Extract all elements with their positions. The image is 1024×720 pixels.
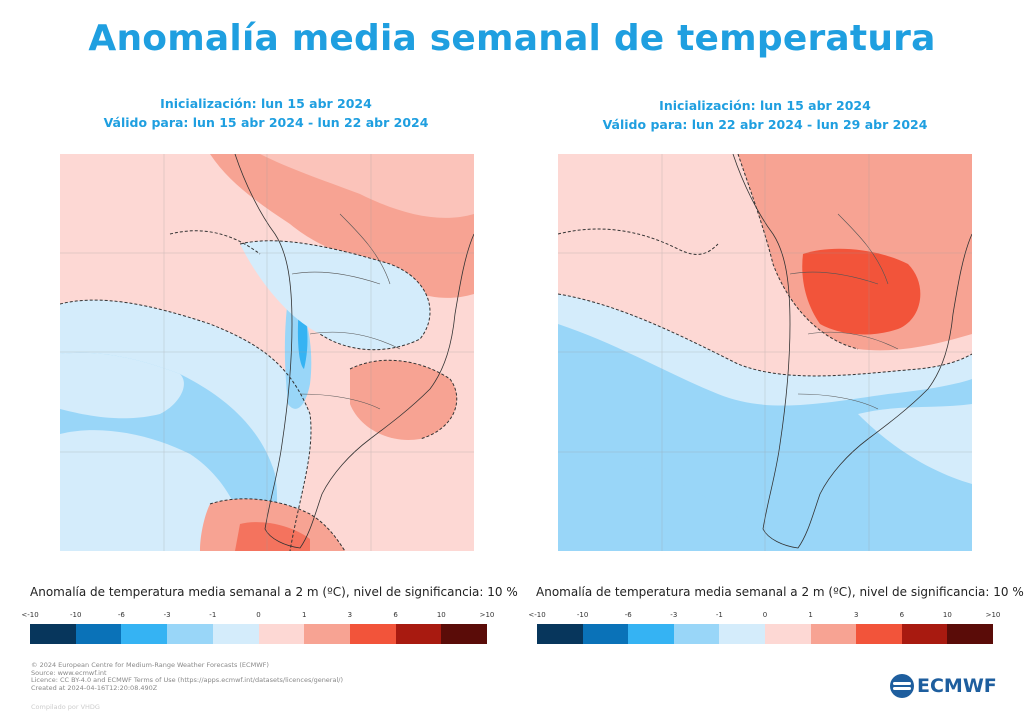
legend-tick-label: 10 [436, 611, 446, 619]
legend-tick-label: -1 [715, 611, 723, 619]
legend-swatch [167, 624, 213, 644]
legend-swatch [30, 624, 76, 644]
compiled-by: Compilado por VHDG [31, 703, 100, 711]
footer-line: © 2024 European Centre for Medium-Range … [31, 661, 269, 669]
legend-tick-label: 0 [762, 611, 768, 619]
legend-tick-label: >10 [985, 611, 1001, 619]
legend-tick-label: 10 [942, 611, 952, 619]
legend-swatch [349, 624, 396, 644]
legend-swatch [212, 624, 259, 644]
legend-swatch [673, 624, 720, 644]
footer-line: Source: www.ecmwf.int [31, 668, 107, 677]
footer-line: Created at 2024-04-16T12:20:08.490Z [31, 683, 158, 692]
panel-1-init: Inicialización: lun 15 abr 2024 [160, 96, 372, 111]
legend-1-labels: <-10 -10 -6 -3 -1 0 1 3 6 10 >10 [21, 611, 494, 623]
legend-2-labels: <-10 -10 -6 -3 -1 0 1 3 6 10 >10 [528, 611, 1000, 623]
legend-swatch [628, 624, 674, 644]
map-week-2-graphic [558, 154, 972, 551]
legend-swatch [304, 624, 350, 644]
legend-tick-label: 3 [853, 611, 859, 619]
ecmwf-logo-icon [890, 674, 914, 698]
page-title: Anomalía media semanal de temperatura [88, 18, 936, 59]
legend-tick-label: -3 [670, 611, 678, 619]
legend-tick-label: >10 [479, 611, 495, 619]
legend-tick-label: -10 [69, 611, 82, 619]
legend-tick-label: 1 [301, 611, 307, 619]
legend-tick-label: -10 [576, 611, 589, 619]
legend-swatch [719, 624, 765, 644]
footer-credits: © 2024 European Centre for Medium-Range … [31, 661, 343, 692]
panel-2-init: Inicialización: lun 15 abr 2024 [659, 98, 871, 113]
legend-tick-label: 0 [256, 611, 261, 619]
legend-tick-label: <-10 [21, 611, 39, 619]
panel-1-header: Inicialización: lun 15 abr 2024 Válido p… [46, 94, 486, 132]
panel-2-valid: Válido para: lun 22 abr 2024 - lun 29 ab… [602, 117, 928, 132]
legend-swatch [810, 624, 857, 644]
panel-2-header: Inicialización: lun 15 abr 2024 Válido p… [545, 96, 985, 134]
map-week-1-graphic [60, 154, 474, 551]
ecmwf-logo: ECMWF [890, 674, 997, 698]
legend-swatch [947, 624, 993, 644]
legend-swatch [901, 624, 948, 644]
legend-tick-label: 6 [899, 611, 905, 619]
map-week-2 [558, 154, 972, 551]
legend-swatch [582, 624, 629, 644]
panel-1-caption: Anomalía de temperatura media semanal a … [30, 585, 518, 599]
legend-tick-label: -3 [163, 611, 171, 619]
legend-swatch [441, 624, 488, 644]
legend-tick-label: 3 [347, 611, 353, 619]
ecmwf-logo-text: ECMWF [917, 675, 997, 697]
legend-swatch [764, 624, 811, 644]
panel-2-caption: Anomalía de temperatura media semanal a … [536, 585, 1024, 599]
footer-line: Licence: CC BY-4.0 and ECMWF Terms of Us… [31, 676, 343, 685]
legend-tick-label: 1 [808, 611, 813, 619]
legend-tick-label: 6 [393, 611, 398, 619]
legend-swatch [395, 624, 442, 644]
map-week-1 [60, 154, 474, 551]
legend-swatch [537, 624, 583, 644]
legend-swatch [75, 624, 122, 644]
legend-tick-label: -6 [117, 611, 125, 619]
legend-tick-label: -1 [209, 611, 217, 619]
legend-2-colorbar [537, 624, 993, 644]
legend-swatch [856, 624, 902, 644]
legend-1-colorbar [30, 624, 488, 644]
legend-swatch [258, 624, 305, 644]
legend-swatch [121, 624, 168, 644]
legend-tick-label: <-10 [528, 611, 546, 619]
legend-tick-label: -6 [624, 611, 632, 619]
panel-1-valid: Válido para: lun 15 abr 2024 - lun 22 ab… [103, 115, 429, 130]
